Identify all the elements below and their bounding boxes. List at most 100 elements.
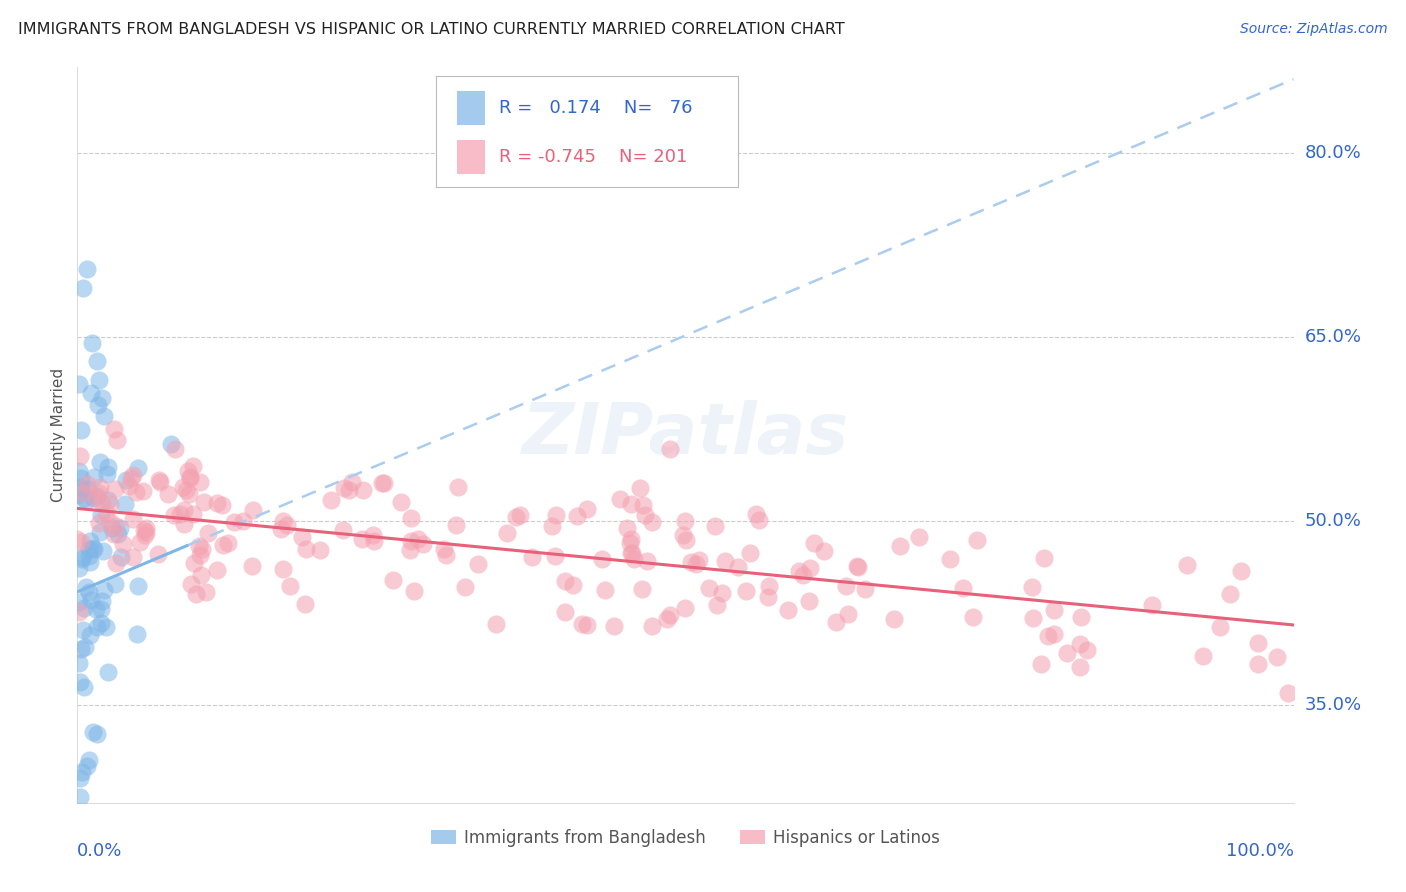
Point xyxy=(699,581,721,595)
Point xyxy=(361,528,384,542)
Point xyxy=(110,550,132,565)
Point xyxy=(1209,620,1232,634)
Point xyxy=(211,498,233,512)
Point xyxy=(105,433,128,447)
Point xyxy=(73,640,96,655)
Point xyxy=(641,618,664,632)
Point xyxy=(467,557,489,571)
Point xyxy=(197,526,219,541)
Point xyxy=(1076,643,1098,657)
Point xyxy=(172,480,194,494)
Point xyxy=(159,437,181,451)
Point xyxy=(714,554,737,568)
Point xyxy=(77,482,100,496)
Point xyxy=(187,539,209,553)
Point xyxy=(125,627,148,641)
Point xyxy=(619,536,641,550)
Point xyxy=(77,585,100,599)
Point xyxy=(628,481,651,495)
Point xyxy=(72,281,94,295)
Point xyxy=(87,398,110,412)
Text: 80.0%: 80.0% xyxy=(1305,144,1361,161)
Point xyxy=(80,386,103,401)
Point xyxy=(745,507,768,521)
Point xyxy=(520,549,543,564)
Point xyxy=(90,391,112,405)
Point xyxy=(673,600,696,615)
Point xyxy=(688,552,710,566)
Point xyxy=(75,580,97,594)
Point xyxy=(181,458,204,473)
Text: 0.0%: 0.0% xyxy=(77,842,122,860)
Point xyxy=(837,607,859,621)
Point xyxy=(66,532,89,546)
Point xyxy=(77,542,100,557)
Point xyxy=(813,544,835,558)
Point xyxy=(90,602,112,616)
Text: 35.0%: 35.0% xyxy=(1305,696,1362,714)
Point xyxy=(966,533,988,547)
Point xyxy=(79,628,101,642)
Point xyxy=(118,479,141,493)
Point xyxy=(73,600,96,615)
Point xyxy=(623,552,645,566)
Point xyxy=(112,537,135,551)
Point xyxy=(381,573,404,587)
Point xyxy=(908,530,931,544)
Point xyxy=(373,476,395,491)
Point xyxy=(134,528,156,542)
Point xyxy=(853,582,876,596)
Point xyxy=(232,515,254,529)
Point xyxy=(485,616,508,631)
Point xyxy=(224,515,246,529)
Point xyxy=(1140,598,1163,612)
Point xyxy=(1219,587,1241,601)
Point xyxy=(174,483,197,498)
Point xyxy=(127,461,149,475)
Point xyxy=(544,549,567,564)
Point xyxy=(240,559,263,574)
Point xyxy=(132,523,155,537)
Point xyxy=(86,354,108,368)
Point xyxy=(738,546,761,560)
Point xyxy=(727,560,749,574)
Point xyxy=(271,561,294,575)
Point xyxy=(616,521,638,535)
Text: ZIPatlas: ZIPatlas xyxy=(522,401,849,469)
Point xyxy=(399,534,422,549)
Point xyxy=(609,492,631,507)
Text: 100.0%: 100.0% xyxy=(1226,842,1294,860)
Point xyxy=(177,464,200,478)
Point xyxy=(183,557,205,571)
Point xyxy=(672,528,695,542)
Point xyxy=(1021,580,1043,594)
Point xyxy=(121,467,143,482)
Point xyxy=(94,620,117,634)
Point xyxy=(91,543,114,558)
Point xyxy=(1070,610,1092,624)
Point xyxy=(77,549,100,564)
Point xyxy=(193,495,215,509)
Point xyxy=(309,542,332,557)
Point xyxy=(69,534,91,549)
Point xyxy=(67,657,90,671)
Point xyxy=(177,487,200,501)
Point xyxy=(127,579,149,593)
Text: Source: ZipAtlas.com: Source: ZipAtlas.com xyxy=(1240,22,1388,37)
Point xyxy=(756,590,779,604)
Point xyxy=(75,494,97,508)
Point xyxy=(562,578,585,592)
Point xyxy=(1029,657,1052,672)
Text: R =   0.174    N=   76: R = 0.174 N= 76 xyxy=(499,99,693,117)
Point xyxy=(84,602,107,616)
Point xyxy=(103,422,125,436)
Point xyxy=(76,759,98,773)
Point xyxy=(748,513,770,527)
Point xyxy=(157,486,180,500)
Point xyxy=(93,583,115,598)
Point xyxy=(104,577,127,591)
Point xyxy=(148,474,170,488)
Point xyxy=(703,519,725,533)
Point xyxy=(181,507,204,521)
Point xyxy=(72,486,94,500)
